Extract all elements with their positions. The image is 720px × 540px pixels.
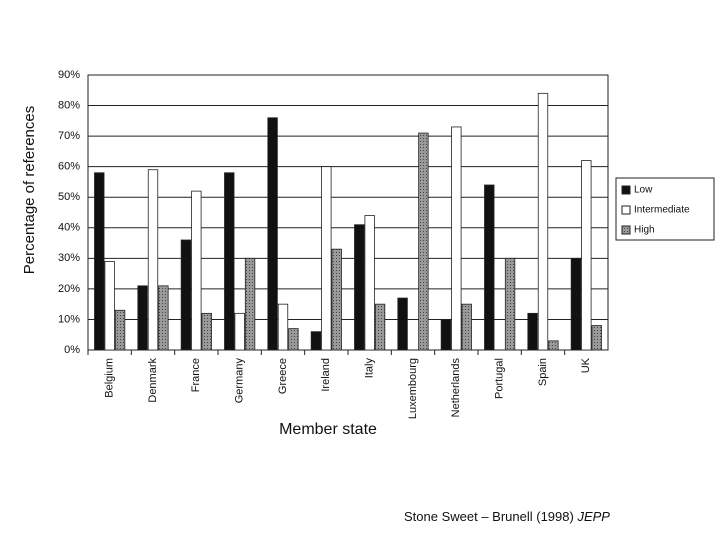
- bar: [321, 166, 332, 351]
- bar: [570, 257, 582, 351]
- bar: [277, 303, 289, 351]
- bar: [104, 260, 115, 351]
- x-tick-label: Germany: [234, 358, 246, 404]
- y-tick-label: 10%: [58, 313, 80, 325]
- bar: [267, 117, 278, 351]
- bar: [94, 172, 105, 351]
- legend-label: High: [634, 225, 655, 236]
- x-tick-label: Luxembourg: [407, 358, 419, 419]
- bar: [137, 285, 148, 351]
- y-tick-label: 40%: [58, 222, 80, 234]
- y-tick-label: 0%: [64, 344, 80, 356]
- bar: [180, 239, 192, 351]
- bar: [147, 169, 159, 351]
- bar: [354, 224, 365, 351]
- x-tick-label: UK: [580, 357, 592, 373]
- source-text: Stone Sweet – Brunell (1998): [404, 509, 574, 524]
- bar: [397, 297, 408, 351]
- x-tick-label: Belgium: [104, 358, 116, 398]
- bar: [288, 328, 299, 351]
- source: Stone Sweet – Brunell (1998) JEPP: [404, 509, 610, 524]
- bar: [374, 303, 386, 351]
- bar: [310, 331, 322, 351]
- legend-box: [615, 177, 715, 241]
- legend-label: Low: [634, 185, 653, 196]
- bar: [461, 303, 472, 351]
- x-tick-label: Greece: [277, 358, 289, 394]
- bar: [504, 257, 516, 351]
- y-axis-label: Percentage of references: [21, 106, 38, 274]
- x-tick-label: Spain: [537, 358, 549, 386]
- legend-swatch: [621, 205, 631, 215]
- bar: [244, 257, 256, 351]
- source-journal: JEPP: [576, 509, 610, 524]
- x-tick-label: Portugal: [494, 358, 506, 399]
- x-tick-label: Ireland: [320, 358, 332, 392]
- bar: [418, 132, 429, 351]
- x-tick-label: Italy: [364, 358, 376, 379]
- bar: [224, 172, 235, 351]
- bar: [331, 248, 342, 351]
- bar: [484, 184, 495, 351]
- legend-swatch: [621, 185, 631, 195]
- y-tick-label: 70%: [58, 130, 80, 142]
- bar: [201, 312, 212, 351]
- bar: [527, 312, 538, 351]
- y-tick-label: 90%: [58, 69, 80, 81]
- x-tick-label: Netherlands: [450, 358, 462, 418]
- bar: [548, 340, 559, 351]
- y-tick-label: 80%: [58, 99, 80, 111]
- x-tick-label: Denmark: [147, 358, 159, 403]
- y-tick-label: 20%: [58, 283, 80, 295]
- bar: [364, 215, 375, 351]
- legend-label: Intermediate: [634, 205, 690, 216]
- y-tick-label: 30%: [58, 252, 80, 264]
- bar: [158, 285, 169, 351]
- bar: [440, 319, 452, 351]
- x-axis-label: Member state: [279, 421, 377, 438]
- bar: [537, 92, 549, 351]
- y-tick-label: 60%: [58, 161, 80, 173]
- bar: [234, 312, 245, 351]
- y-tick-label: 50%: [58, 191, 80, 203]
- bar: [191, 190, 202, 351]
- bar: [451, 126, 462, 351]
- x-tick-label: France: [190, 358, 202, 392]
- legend-swatch: [621, 225, 631, 235]
- bar: [114, 309, 126, 351]
- bar: [591, 325, 602, 351]
- bar: [581, 160, 592, 351]
